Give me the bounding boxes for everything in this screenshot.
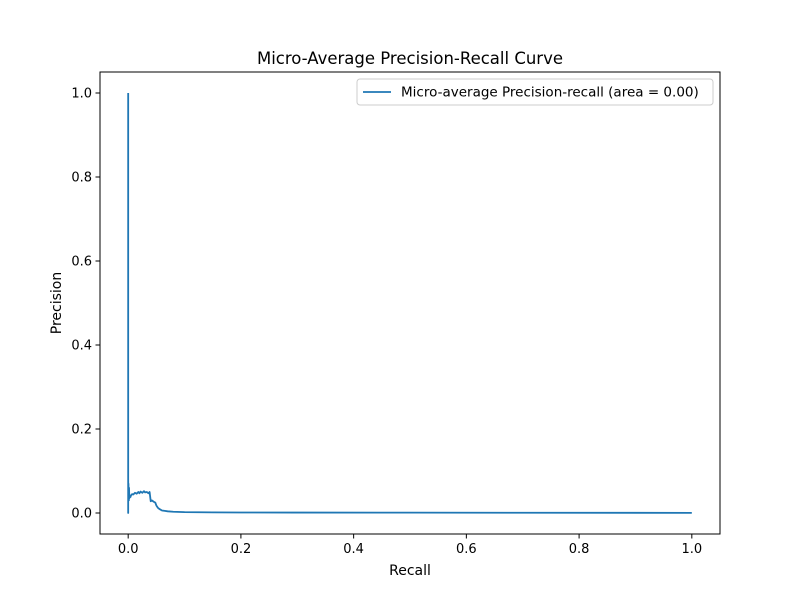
- x-axis-label: Recall: [389, 563, 431, 579]
- y-tick-label: 1.0: [71, 87, 92, 102]
- series-line-0: [127, 93, 692, 514]
- y-tick-label: 0.0: [71, 507, 92, 522]
- y-tick-label: 0.6: [71, 255, 92, 270]
- plot-area: [127, 93, 692, 514]
- y-tick-label: 0.8: [71, 171, 92, 186]
- x-tick-label: 0.4: [343, 542, 364, 557]
- x-tick-label: 1.0: [681, 542, 702, 557]
- y-tick-label: 0.4: [71, 339, 92, 354]
- x-tick-label: 0.2: [231, 542, 252, 557]
- chart-title: Micro-Average Precision-Recall Curve: [257, 49, 563, 68]
- y-axis-label: Precision: [49, 272, 65, 334]
- legend: Micro-average Precision-recall (area = 0…: [356, 78, 714, 106]
- axes-frame: [99, 71, 721, 535]
- legend-box: [356, 78, 714, 106]
- x-tick-label: 0.6: [456, 542, 477, 557]
- axes: 0.0 0.2 0.4 0.6 0.8 1.0 0.0 0.2 0.4 0.6 0.8 1.0: [71, 71, 721, 557]
- legend-label: Micro-average Precision-recall (area = 0…: [401, 85, 699, 101]
- y-tick-label: 0.2: [71, 423, 92, 438]
- x-tick-label: 0.0: [118, 542, 139, 557]
- x-tick-label: 0.8: [569, 542, 590, 557]
